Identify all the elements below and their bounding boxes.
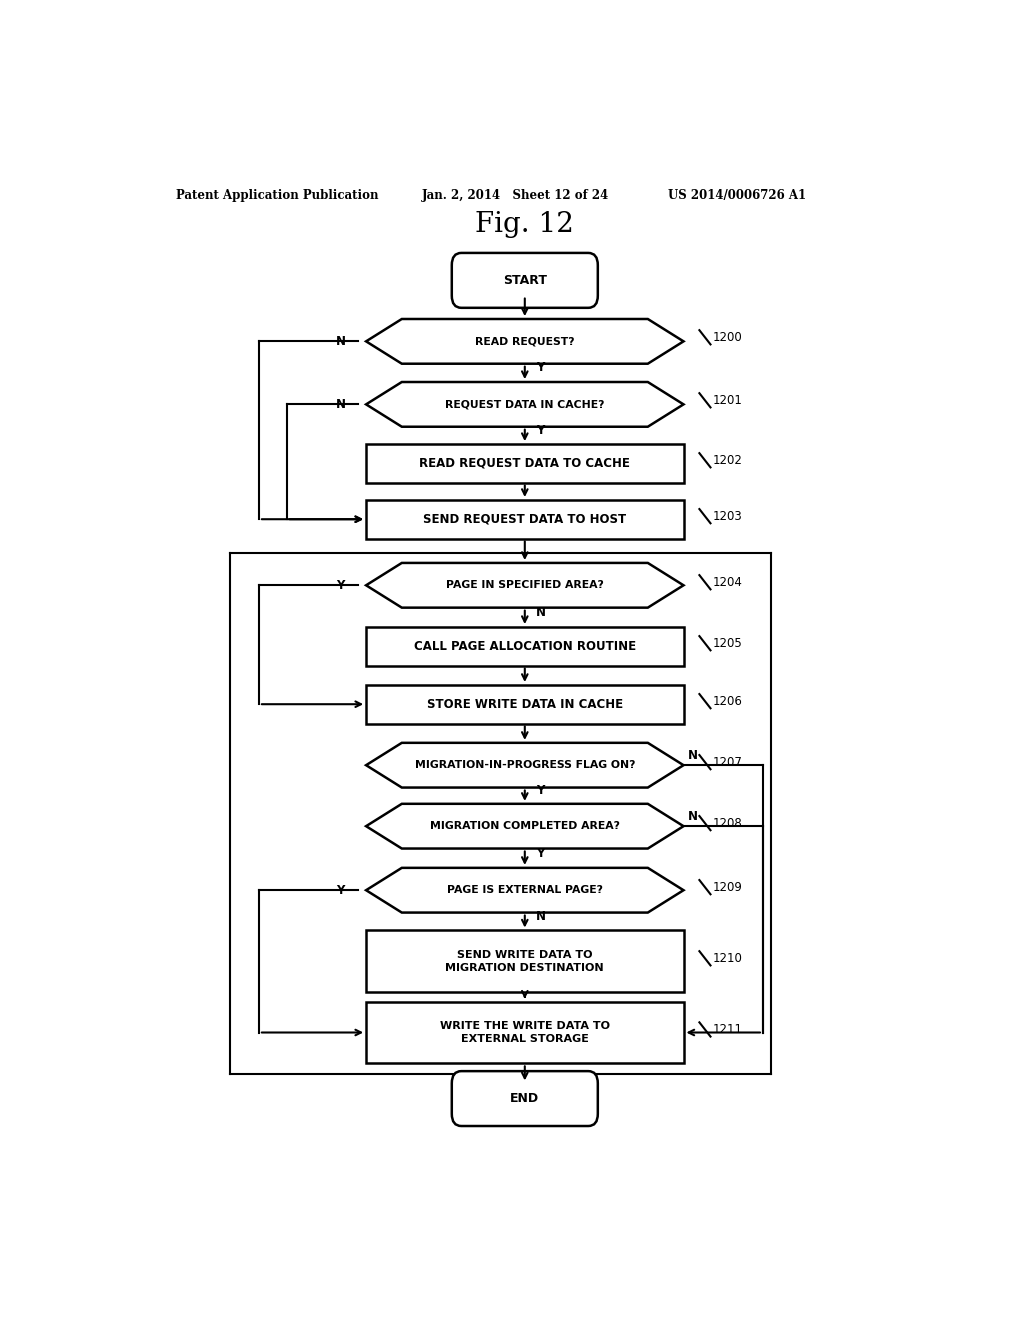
- Bar: [367, 685, 684, 723]
- Text: 1201: 1201: [713, 393, 742, 407]
- Text: N: N: [336, 335, 346, 348]
- Text: MIGRATION-IN-PROGRESS FLAG ON?: MIGRATION-IN-PROGRESS FLAG ON?: [415, 760, 635, 770]
- Text: STORE WRITE DATA IN CACHE: STORE WRITE DATA IN CACHE: [427, 698, 623, 710]
- Text: 1202: 1202: [713, 454, 742, 467]
- Text: PAGE IS EXTERNAL PAGE?: PAGE IS EXTERNAL PAGE?: [446, 886, 603, 895]
- Text: PAGE IN SPECIFIED AREA?: PAGE IN SPECIFIED AREA?: [445, 581, 604, 590]
- FancyBboxPatch shape: [452, 1071, 598, 1126]
- Text: 1209: 1209: [713, 880, 742, 894]
- Text: 1207: 1207: [713, 755, 742, 768]
- Text: SEND WRITE DATA TO
MIGRATION DESTINATION: SEND WRITE DATA TO MIGRATION DESTINATION: [445, 950, 604, 973]
- Text: N: N: [688, 748, 698, 762]
- Polygon shape: [367, 562, 684, 607]
- Bar: [367, 931, 684, 993]
- Text: Patent Application Publication: Patent Application Publication: [176, 189, 378, 202]
- Text: 1206: 1206: [713, 694, 742, 708]
- Text: Y: Y: [536, 362, 545, 375]
- Text: 1211: 1211: [713, 1023, 742, 1036]
- Polygon shape: [367, 743, 684, 788]
- Text: N: N: [536, 606, 546, 619]
- Text: Y: Y: [337, 578, 345, 591]
- Text: CALL PAGE ALLOCATION ROUTINE: CALL PAGE ALLOCATION ROUTINE: [414, 640, 636, 653]
- Text: N: N: [336, 397, 346, 411]
- Text: Y: Y: [536, 424, 545, 437]
- Text: Fig. 12: Fig. 12: [475, 211, 574, 238]
- Polygon shape: [367, 804, 684, 849]
- Text: 1203: 1203: [713, 510, 742, 523]
- Text: 1205: 1205: [713, 636, 742, 649]
- Polygon shape: [367, 381, 684, 426]
- Text: 1208: 1208: [713, 817, 742, 830]
- Text: N: N: [536, 909, 546, 923]
- Text: Y: Y: [536, 784, 545, 797]
- Text: N: N: [688, 809, 698, 822]
- Text: Jan. 2, 2014   Sheet 12 of 24: Jan. 2, 2014 Sheet 12 of 24: [422, 189, 609, 202]
- Polygon shape: [367, 319, 684, 364]
- Text: READ REQUEST DATA TO CACHE: READ REQUEST DATA TO CACHE: [420, 457, 630, 470]
- Polygon shape: [367, 867, 684, 912]
- Bar: [367, 500, 684, 539]
- Text: 1204: 1204: [713, 576, 742, 589]
- Text: READ REQUEST?: READ REQUEST?: [475, 337, 574, 346]
- Text: US 2014/0006726 A1: US 2014/0006726 A1: [668, 189, 806, 202]
- Text: REQUEST DATA IN CACHE?: REQUEST DATA IN CACHE?: [445, 400, 604, 409]
- FancyBboxPatch shape: [452, 253, 598, 308]
- Text: 1210: 1210: [713, 952, 742, 965]
- Text: WRITE THE WRITE DATA TO
EXTERNAL STORAGE: WRITE THE WRITE DATA TO EXTERNAL STORAGE: [439, 1022, 610, 1044]
- Text: END: END: [510, 1092, 540, 1105]
- Text: MIGRATION COMPLETED AREA?: MIGRATION COMPLETED AREA?: [430, 821, 620, 832]
- Bar: [367, 627, 684, 665]
- Text: 1200: 1200: [713, 331, 742, 343]
- Text: SEND REQUEST DATA TO HOST: SEND REQUEST DATA TO HOST: [423, 512, 627, 525]
- Bar: [367, 1002, 684, 1064]
- Text: Y: Y: [337, 883, 345, 896]
- Text: Y: Y: [536, 846, 545, 859]
- Text: START: START: [503, 273, 547, 286]
- Bar: [367, 444, 684, 483]
